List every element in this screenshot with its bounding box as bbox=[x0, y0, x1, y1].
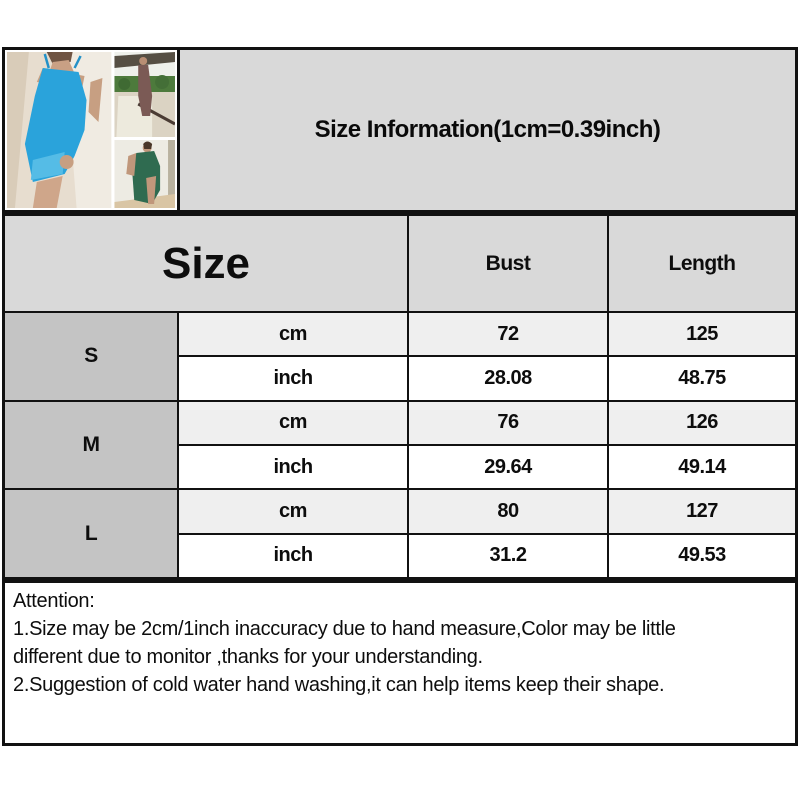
value-l-inch-length: 49.53 bbox=[609, 534, 795, 577]
unit-label-cm: cm bbox=[179, 490, 407, 533]
value-s-cm-bust: 72 bbox=[409, 313, 607, 356]
size-label-m: M bbox=[5, 401, 177, 489]
unit-label-inch: inch bbox=[179, 445, 407, 489]
value-s-inch-bust: 28.08 bbox=[409, 357, 607, 400]
size-label-s: S bbox=[5, 313, 177, 400]
title-area: Size Information(1cm=0.39inch) bbox=[180, 50, 795, 210]
value-l-inch-bust: 31.2 bbox=[409, 534, 607, 577]
unit-label-inch: inch bbox=[179, 357, 407, 400]
attention-note-2: 2.Suggestion of cold water hand washing,… bbox=[13, 674, 665, 696]
unit-label-cm: cm bbox=[179, 313, 407, 356]
photo-green-dress bbox=[114, 140, 175, 208]
product-photo-illustration bbox=[7, 52, 175, 208]
photo-divider-horizontal bbox=[111, 137, 175, 140]
page-title: Size Information(1cm=0.39inch) bbox=[314, 116, 661, 143]
photo-divider-vertical bbox=[111, 52, 115, 208]
unit-label-inch: inch bbox=[179, 534, 407, 577]
column-header-length: Length bbox=[609, 216, 795, 311]
size-table: Size Bust Length S cm 72 125 inch 28.08 … bbox=[2, 213, 798, 580]
attention-box: Attention: 1.Size may be 2cm/1inch inacc… bbox=[2, 580, 798, 746]
value-m-cm-bust: 76 bbox=[409, 401, 607, 444]
photo-brown-dress bbox=[114, 52, 175, 138]
value-s-inch-length: 48.75 bbox=[609, 357, 795, 400]
size-label-l: L bbox=[5, 490, 177, 577]
column-header-bust: Bust bbox=[409, 216, 607, 311]
value-l-cm-length: 127 bbox=[609, 490, 795, 533]
product-photo bbox=[5, 50, 180, 210]
attention-note-1: 1.Size may be 2cm/1inch inaccuracy due t… bbox=[13, 618, 676, 668]
attention-heading: Attention: bbox=[13, 590, 95, 612]
value-m-inch-bust: 29.64 bbox=[409, 445, 607, 489]
header-section: Size Information(1cm=0.39inch) bbox=[2, 47, 798, 213]
value-l-cm-bust: 80 bbox=[409, 490, 607, 533]
unit-label-cm: cm bbox=[179, 401, 407, 444]
value-s-cm-length: 125 bbox=[609, 313, 795, 356]
value-m-inch-length: 49.14 bbox=[609, 445, 795, 489]
column-header-size: Size bbox=[5, 216, 407, 311]
photo-blue-dress bbox=[7, 52, 113, 208]
value-m-cm-length: 126 bbox=[609, 401, 795, 444]
